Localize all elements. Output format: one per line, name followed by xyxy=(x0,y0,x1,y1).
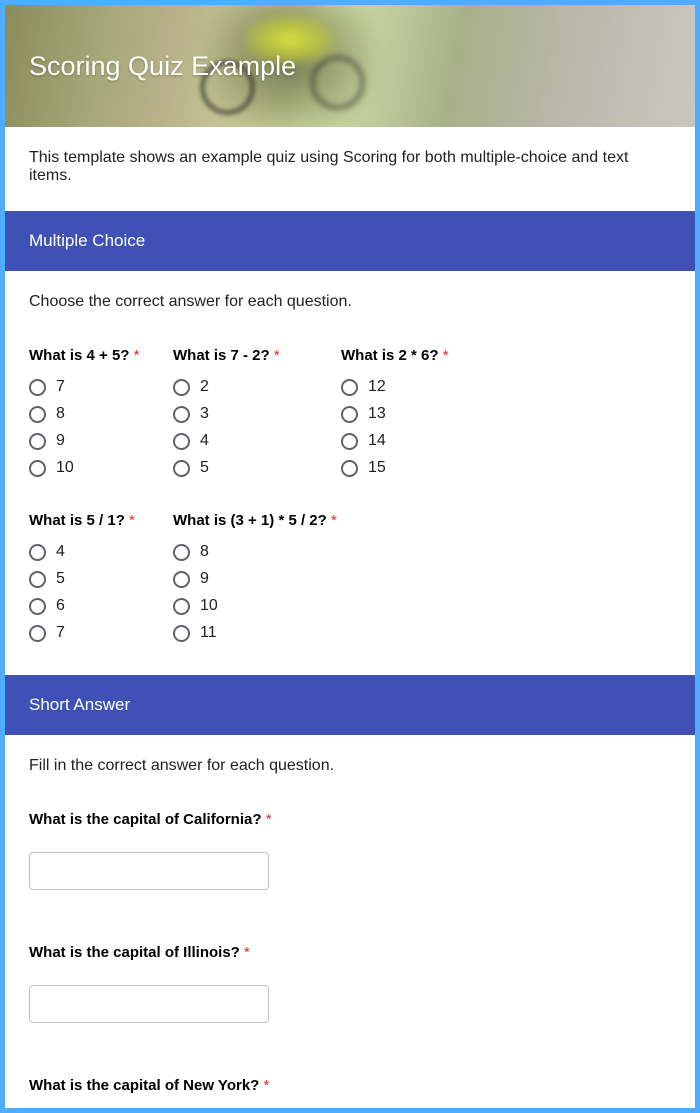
radio-label: 13 xyxy=(368,405,386,423)
question-label: What is the capital of Illinois? * xyxy=(29,944,671,961)
form-container: Scoring Quiz Example This template shows… xyxy=(5,5,695,1108)
radio-label: 10 xyxy=(200,597,218,615)
radio-option[interactable]: 9 xyxy=(173,570,573,588)
radio-option[interactable]: 10 xyxy=(29,459,173,477)
radio-option[interactable]: 7 xyxy=(29,378,173,396)
required-star: * xyxy=(443,347,449,364)
question-label: What is the capital of New York? * xyxy=(29,1077,671,1094)
radio-option[interactable]: 9 xyxy=(29,432,173,450)
radio-icon xyxy=(173,406,190,423)
radio-label: 9 xyxy=(200,570,209,588)
required-star: * xyxy=(274,347,280,364)
radio-option[interactable]: 5 xyxy=(173,459,341,477)
radio-icon xyxy=(173,598,190,615)
radio-label: 7 xyxy=(56,624,65,642)
short-answer-block: What is the capital of California? * xyxy=(5,811,695,918)
required-star: * xyxy=(134,347,140,364)
question-label: What is (3 + 1) * 5 / 2? * xyxy=(173,512,573,529)
radio-label: 14 xyxy=(368,432,386,450)
radio-label: 8 xyxy=(200,543,209,561)
radio-icon xyxy=(341,433,358,450)
radio-label: 5 xyxy=(200,459,209,477)
radio-label: 4 xyxy=(200,432,209,450)
radio-option[interactable]: 8 xyxy=(29,405,173,423)
short-answer-block: What is the capital of Illinois? * xyxy=(5,944,695,1051)
multiple-choice-grid: What is 4 + 5? * 7 8 9 10 What is 7 - 2? * 2 3 4… xyxy=(5,321,695,675)
question-block: What is 7 - 2? * 2 3 4 5 xyxy=(173,347,341,486)
radio-icon xyxy=(173,379,190,396)
radio-option[interactable]: 14 xyxy=(341,432,641,450)
radio-icon xyxy=(29,598,46,615)
radio-option[interactable]: 10 xyxy=(173,597,573,615)
radio-option[interactable]: 3 xyxy=(173,405,341,423)
short-answer-block: What is the capital of New York? * xyxy=(5,1077,695,1094)
form-description: This template shows an example quiz usin… xyxy=(5,127,695,211)
radio-label: 11 xyxy=(200,624,217,642)
radio-option[interactable]: 11 xyxy=(173,624,573,642)
radio-option[interactable]: 15 xyxy=(341,459,641,477)
radio-icon xyxy=(341,379,358,396)
question-block: What is 4 + 5? * 7 8 9 10 xyxy=(29,347,173,486)
radio-option[interactable]: 2 xyxy=(173,378,341,396)
radio-label: 6 xyxy=(56,597,65,615)
radio-icon xyxy=(29,625,46,642)
question-block: What is 5 / 1? * 4 5 6 7 xyxy=(29,512,173,651)
radio-label: 10 xyxy=(56,459,74,477)
form-title: Scoring Quiz Example xyxy=(29,51,296,82)
radio-icon xyxy=(173,571,190,588)
radio-icon xyxy=(173,460,190,477)
question-block: What is 2 * 6? * 12 13 14 15 xyxy=(341,347,641,486)
question-label: What is the capital of California? * xyxy=(29,811,671,828)
radio-icon xyxy=(173,544,190,561)
radio-label: 3 xyxy=(200,405,209,423)
radio-icon xyxy=(29,544,46,561)
radio-option[interactable]: 6 xyxy=(29,597,173,615)
required-star: * xyxy=(331,512,337,529)
question-label: What is 4 + 5? * xyxy=(29,347,173,364)
radio-icon xyxy=(173,433,190,450)
section-header-multiple-choice: Multiple Choice xyxy=(5,211,695,271)
radio-option[interactable]: 4 xyxy=(173,432,341,450)
banner-decoration xyxy=(310,55,365,110)
section-header-short-answer: Short Answer xyxy=(5,675,695,735)
required-star: * xyxy=(244,944,250,961)
required-star: * xyxy=(264,1077,270,1094)
radio-option[interactable]: 13 xyxy=(341,405,641,423)
radio-option[interactable]: 8 xyxy=(173,543,573,561)
question-label: What is 7 - 2? * xyxy=(173,347,341,364)
header-banner: Scoring Quiz Example xyxy=(5,5,695,127)
question-block: What is (3 + 1) * 5 / 2? * 8 9 10 11 xyxy=(173,512,573,651)
question-label: What is 5 / 1? * xyxy=(29,512,173,529)
radio-label: 15 xyxy=(368,459,386,477)
radio-icon xyxy=(173,625,190,642)
radio-icon xyxy=(341,406,358,423)
answer-input[interactable] xyxy=(29,852,269,890)
radio-label: 9 xyxy=(56,432,65,450)
radio-label: 4 xyxy=(56,543,65,561)
radio-icon xyxy=(29,433,46,450)
radio-icon xyxy=(29,379,46,396)
required-star: * xyxy=(129,512,135,529)
answer-input[interactable] xyxy=(29,985,269,1023)
radio-icon xyxy=(29,460,46,477)
radio-option[interactable]: 5 xyxy=(29,570,173,588)
section-instructions: Fill in the correct answer for each ques… xyxy=(5,735,695,785)
short-answer-list: What is the capital of California? * What… xyxy=(5,811,695,1094)
radio-label: 8 xyxy=(56,405,65,423)
radio-label: 7 xyxy=(56,378,65,396)
radio-label: 2 xyxy=(200,378,209,396)
radio-label: 5 xyxy=(56,570,65,588)
radio-icon xyxy=(341,460,358,477)
radio-option[interactable]: 4 xyxy=(29,543,173,561)
question-label: What is 2 * 6? * xyxy=(341,347,641,364)
radio-option[interactable]: 12 xyxy=(341,378,641,396)
radio-option[interactable]: 7 xyxy=(29,624,173,642)
radio-icon xyxy=(29,406,46,423)
section-instructions: Choose the correct answer for each quest… xyxy=(5,271,695,321)
radio-icon xyxy=(29,571,46,588)
radio-label: 12 xyxy=(368,378,386,396)
required-star: * xyxy=(266,811,272,828)
